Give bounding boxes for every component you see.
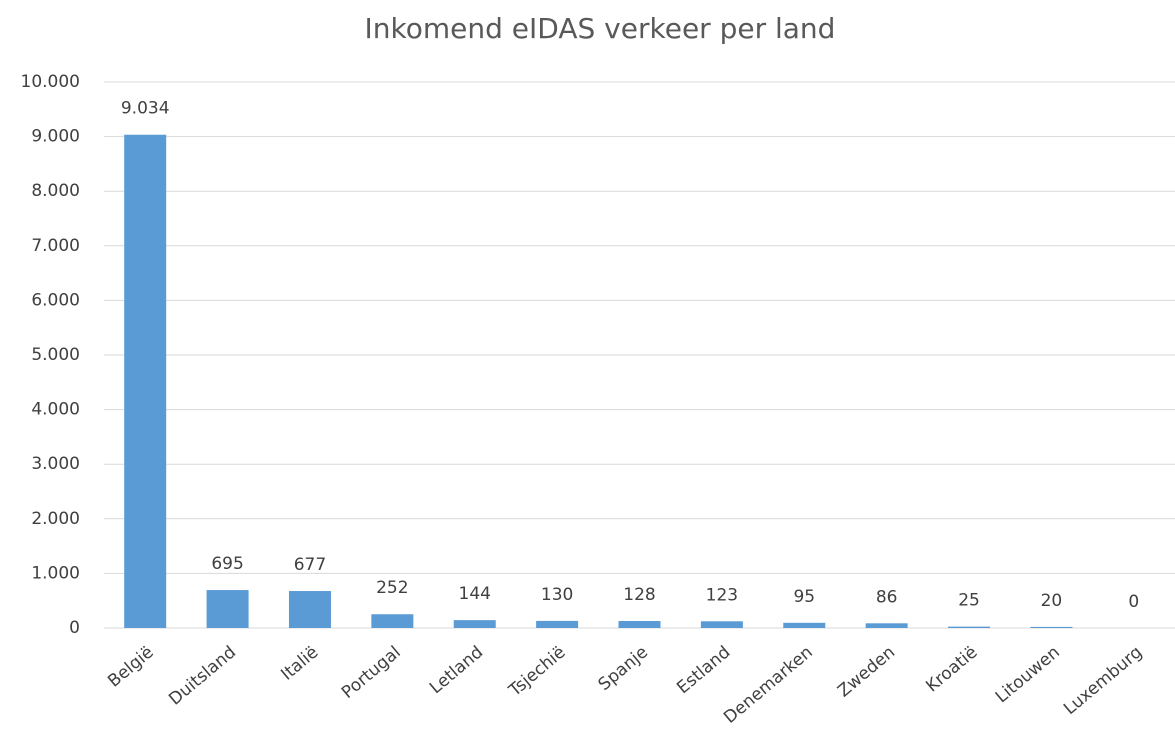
value-label: 144 <box>459 584 491 604</box>
bar <box>453 620 496 628</box>
bar <box>206 590 249 628</box>
y-tick-label: 4.000 <box>31 400 80 420</box>
x-tick-label: Kroatië <box>922 642 981 696</box>
x-tick-label: Tsjechië <box>505 642 570 701</box>
value-label: 20 <box>1041 591 1063 611</box>
value-label: 677 <box>294 555 326 575</box>
bar <box>536 620 579 628</box>
x-tick-label: Duitsland <box>165 642 240 709</box>
x-tick-label: Spanje <box>595 642 652 695</box>
bar <box>948 626 991 628</box>
y-tick-label: 2.000 <box>31 509 80 529</box>
bar <box>865 623 908 628</box>
value-label: 252 <box>376 578 408 598</box>
value-label: 95 <box>793 587 815 607</box>
value-label: 0 <box>1128 592 1139 612</box>
bar <box>288 591 331 628</box>
value-label: 695 <box>211 554 243 574</box>
value-label: 128 <box>623 585 655 605</box>
y-tick-label: 7.000 <box>31 236 80 256</box>
x-tick-label: België <box>104 642 157 691</box>
x-tick-label: Letland <box>426 642 487 698</box>
bar <box>1030 626 1073 628</box>
bar <box>618 621 661 628</box>
y-tick-label: 10.000 <box>21 72 80 92</box>
value-label: 123 <box>706 585 738 605</box>
bar <box>783 622 826 628</box>
x-tick-label: Luxemburg <box>1060 642 1146 719</box>
x-tick-label: Zweden <box>834 642 899 701</box>
x-tick-label: Litouwen <box>992 642 1064 707</box>
value-label: 9.034 <box>121 99 170 119</box>
y-tick-label: 0 <box>69 618 80 638</box>
y-tick-label: 5.000 <box>31 345 80 365</box>
y-tick-label: 1.000 <box>31 563 80 583</box>
x-tick-label: Denemarken <box>720 642 817 728</box>
x-tick-label: Estland <box>673 642 734 698</box>
y-tick-label: 6.000 <box>31 290 80 310</box>
bar <box>124 134 167 629</box>
value-label: 130 <box>541 585 573 605</box>
x-tick-label: Portugal <box>338 642 405 703</box>
y-tick-label: 8.000 <box>31 181 80 201</box>
bar <box>700 621 743 628</box>
y-tick-label: 3.000 <box>31 454 80 474</box>
bar <box>371 614 414 628</box>
chart-title: Inkomend eIDAS verkeer per land <box>365 12 836 45</box>
x-tick-label: Italië <box>277 642 322 684</box>
value-label: 25 <box>958 591 980 611</box>
value-label: 86 <box>876 587 898 607</box>
y-tick-label: 9.000 <box>31 127 80 147</box>
